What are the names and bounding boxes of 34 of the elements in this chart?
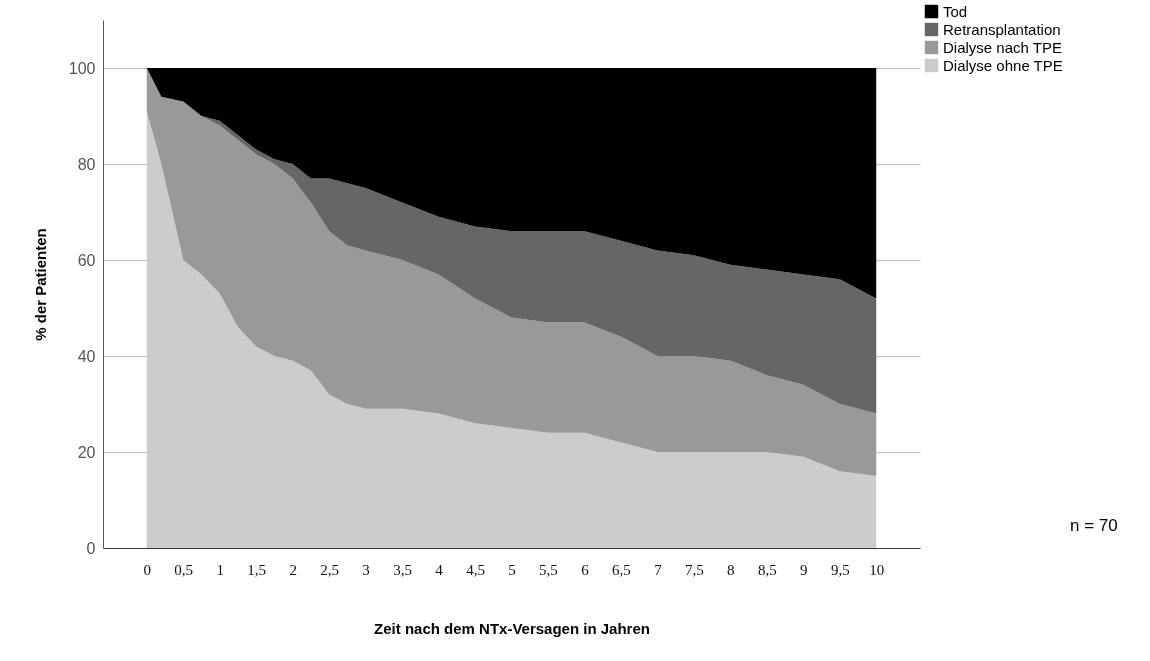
x-tick-label: 8 xyxy=(727,561,735,578)
x-tick-label: 8,5 xyxy=(757,561,777,578)
x-tick-label: 9,5 xyxy=(830,561,850,578)
text: n = 70 xyxy=(1070,516,1118,535)
x-tick-label: 9 xyxy=(800,561,808,578)
x-tick-label: 3 xyxy=(362,561,370,578)
y-tick-label: 100 xyxy=(68,59,96,77)
legend-label: Retransplantation xyxy=(943,20,1061,38)
x-tick-label: 10 xyxy=(869,561,885,578)
legend-label: Dialyse nach TPE xyxy=(943,38,1062,56)
x-tick-label: 2,5 xyxy=(320,561,340,578)
x-tick-label: 5 xyxy=(508,561,516,578)
x-tick-label: 6 xyxy=(581,561,590,578)
y-tick-label: 20 xyxy=(77,443,96,461)
x-tick-label: 1,5 xyxy=(247,561,267,578)
x-tick-label: 7,5 xyxy=(684,561,704,578)
x-axis-title: Zeit nach dem NTx-Versagen in Jahren xyxy=(374,619,650,637)
y-tick-label: 40 xyxy=(77,347,96,365)
x-tick-label: 4,5 xyxy=(466,561,485,578)
x-tick-label: 5,5 xyxy=(539,561,558,578)
y-tick-label: 80 xyxy=(77,155,96,173)
x-tick-label: 3,5 xyxy=(393,561,412,578)
x-tick-label: 6,5 xyxy=(612,561,631,578)
x-tick-label: 0 xyxy=(143,561,152,578)
y-tick-label: 60 xyxy=(77,251,96,269)
x-tick-label: 0,5 xyxy=(174,561,194,578)
legend-label: Dialyse ohne TPE xyxy=(943,56,1063,74)
x-tick-label: 7 xyxy=(654,561,663,578)
x-tick-label: 1 xyxy=(216,561,224,578)
x-tick-label: 4 xyxy=(435,561,444,578)
y-axis-title: % der Patienten xyxy=(31,228,49,341)
x-tick-label: 2 xyxy=(289,561,297,578)
y-tick-label: 0 xyxy=(86,539,96,557)
legend-label: Tod xyxy=(943,2,968,20)
